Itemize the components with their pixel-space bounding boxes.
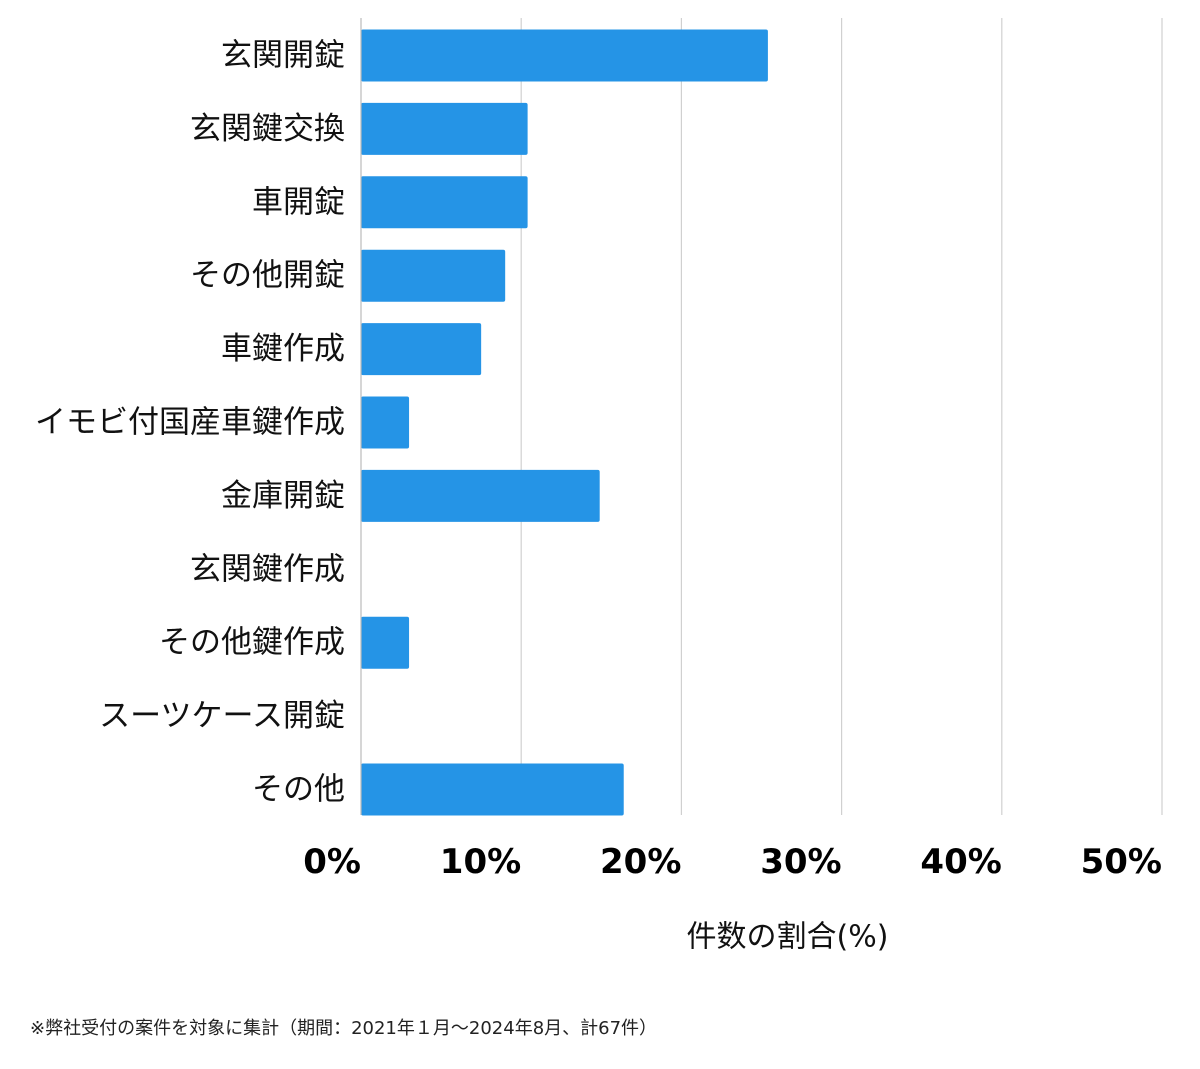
category-labels: 玄関開錠玄関鍵交換車開錠その他開錠車鍵作成イモビ付国産車鍵作成金庫開錠玄関鍵作成… — [35, 38, 345, 808]
category-label: 車鍵作成 — [221, 331, 345, 367]
bar — [361, 396, 410, 449]
category-label: 玄関開錠 — [221, 38, 345, 74]
tick-labels: 0% 10% 20% 30% 40% 50% — [303, 842, 1162, 882]
tick-label: 30% — [760, 842, 841, 882]
bar — [361, 616, 410, 669]
gridlines — [520, 18, 1163, 815]
tick-label: 40% — [920, 842, 1001, 882]
category-label: その他鍵作成 — [159, 625, 345, 661]
category-label: 玄関鍵作成 — [190, 551, 345, 587]
bar — [361, 249, 506, 302]
bar — [361, 102, 528, 155]
bar — [361, 176, 528, 229]
tick-label: 50% — [1081, 842, 1162, 882]
bar — [361, 469, 600, 522]
tick-label: 20% — [600, 842, 681, 882]
bar — [361, 323, 482, 376]
category-label: 玄関鍵交換 — [190, 111, 345, 147]
bar — [361, 763, 624, 816]
bar — [361, 29, 768, 82]
category-label: スーツケース開錠 — [99, 698, 345, 734]
footnote: ※弊社受付の案件を対象に集計（期間：2021年１月〜2024年8月、計67件） — [30, 1018, 658, 1039]
category-label: その他 — [252, 772, 345, 808]
category-label: 車開錠 — [252, 184, 345, 220]
category-label: その他開錠 — [190, 258, 345, 294]
category-label: 金庫開錠 — [221, 478, 345, 514]
x-axis-title: 件数の割合(%) — [687, 920, 889, 955]
bar-chart: 玄関開錠玄関鍵交換車開錠その他開錠車鍵作成イモビ付国産車鍵作成金庫開錠玄関鍵作成… — [35, 18, 1163, 955]
tick-label: 10% — [440, 842, 521, 882]
bars — [361, 29, 768, 816]
category-label: イモビ付国産車鍵作成 — [35, 405, 345, 441]
tick-label: 0% — [303, 842, 361, 882]
